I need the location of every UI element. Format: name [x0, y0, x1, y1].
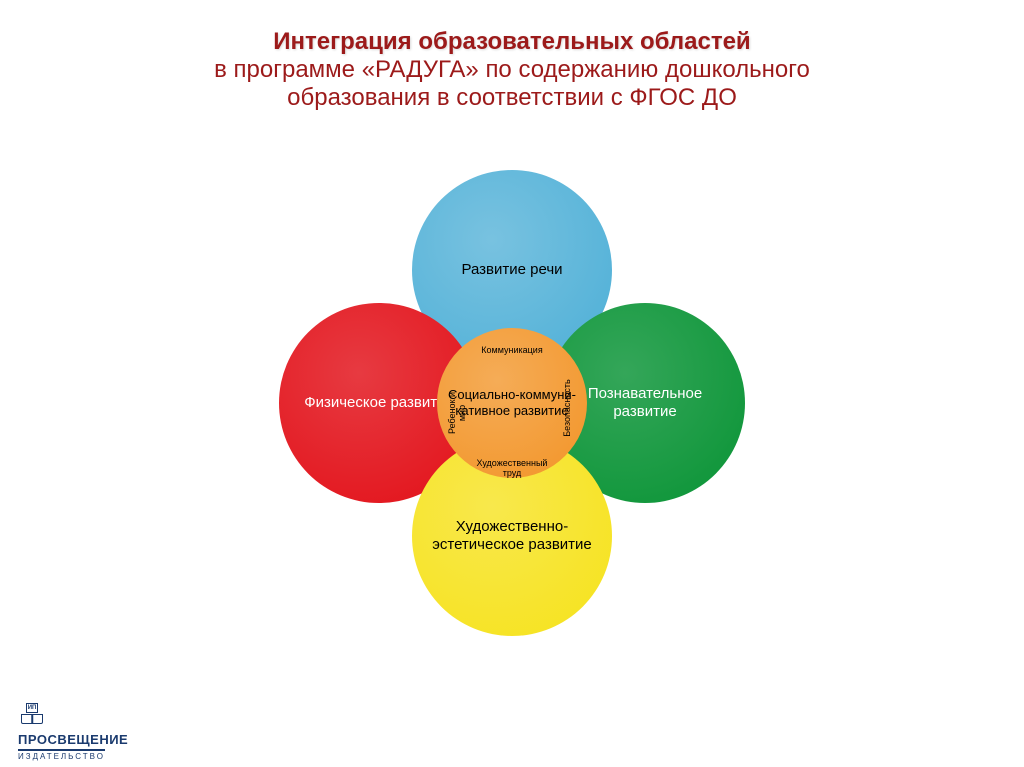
publisher-logo: ИП ПРОСВЕЩЕНИЕ ИЗДАТЕЛЬСТВО: [18, 703, 128, 761]
logo-book-icon: ИП: [18, 703, 46, 729]
page-header: Интеграция образовательных областей в пр…: [0, 0, 1024, 112]
logo-sub-text: ИЗДАТЕЛЬСТВО: [18, 749, 105, 761]
venn-overlap-top: Коммуникация: [479, 345, 545, 355]
logo-book-shape: [21, 714, 43, 724]
venn-overlap-left: Ребенок и мир: [447, 383, 467, 443]
venn-overlap-bottom: Художественный труд: [469, 458, 555, 478]
title-line-3: образования в соответствии с ФГОС ДО: [0, 84, 1024, 112]
venn-diagram: Развитие речи Физическое развитие Познав…: [212, 170, 812, 720]
logo-main-text: ПРОСВЕЩЕНИЕ: [18, 732, 128, 747]
venn-label-top: Развитие речи: [449, 261, 574, 279]
title-line-1: Интеграция образовательных областей: [0, 28, 1024, 56]
title-line-2: в программе «РАДУГА» по содержанию дошко…: [0, 56, 1024, 84]
venn-label-bottom: Художественно-эстетическое развитие: [412, 518, 612, 554]
logo-badge: ИП: [26, 703, 38, 713]
venn-overlap-right: Безопасность: [562, 378, 572, 438]
